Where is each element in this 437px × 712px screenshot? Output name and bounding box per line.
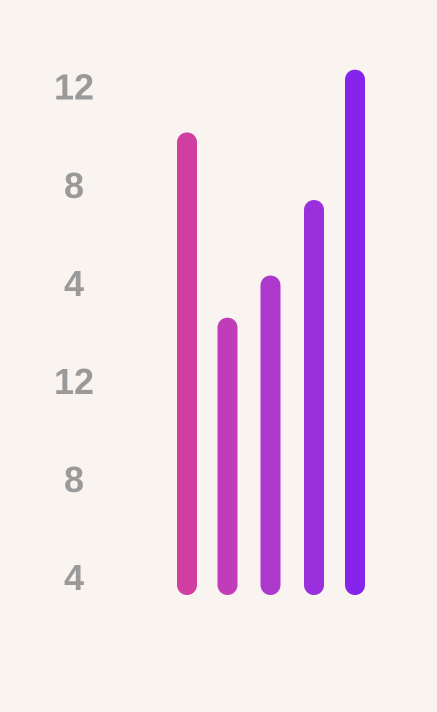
bar [177,132,197,596]
y-tick-label: 4 [64,557,84,598]
y-tick-label: 8 [64,459,84,500]
y-tick-label: 4 [64,263,84,304]
bar [217,317,238,595]
bar [304,199,324,595]
y-tick-label: 12 [54,361,94,402]
bar [260,275,281,595]
bar [345,69,365,596]
y-tick-label: 12 [54,67,94,108]
y-tick-label: 8 [64,165,84,206]
